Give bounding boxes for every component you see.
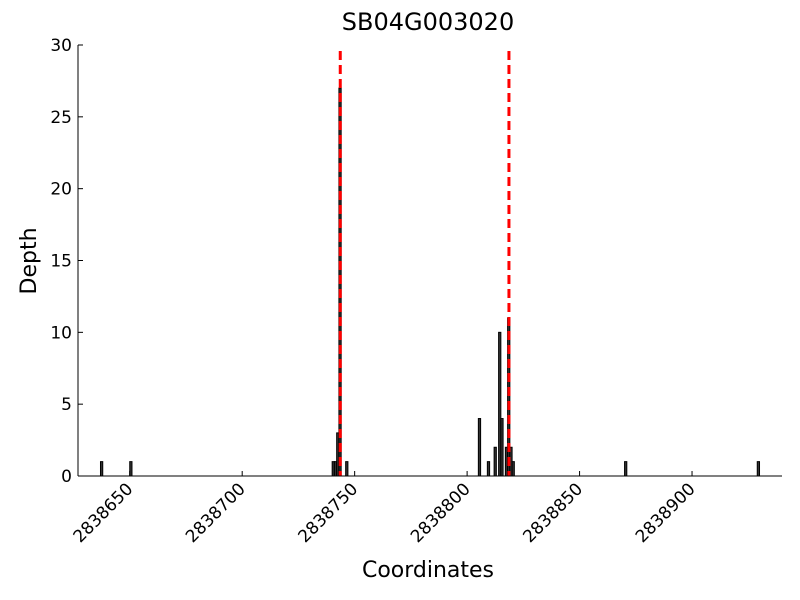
bar xyxy=(756,461,761,477)
x-tick-label: 2838800 xyxy=(407,479,475,547)
bar xyxy=(500,418,504,477)
bar xyxy=(486,461,491,477)
x-tick-label: 2838900 xyxy=(632,479,700,547)
bar xyxy=(477,418,482,477)
x-tick-label: 2838850 xyxy=(519,479,587,547)
x-axis-label: Coordinates xyxy=(362,558,494,583)
x-tick-label: 2838700 xyxy=(182,479,250,547)
bar xyxy=(511,461,515,477)
bar xyxy=(624,461,628,477)
y-axis-label: Depth xyxy=(17,227,42,294)
bar xyxy=(99,461,104,477)
bar xyxy=(345,461,349,477)
bar xyxy=(493,446,497,477)
y-tick-label: 25 xyxy=(50,108,72,128)
y-tick-label: 0 xyxy=(61,467,72,487)
bar xyxy=(129,461,133,477)
y-tick-label: 15 xyxy=(50,252,72,272)
y-tick-label: 20 xyxy=(50,180,72,200)
y-tick-label: 10 xyxy=(50,323,72,343)
x-tick-label: 2838650 xyxy=(70,479,138,547)
x-tick-label: 2838750 xyxy=(295,479,363,547)
chart-title: SB04G003020 xyxy=(342,8,514,36)
y-tick-label: 30 xyxy=(50,36,72,56)
y-tick-label: 5 xyxy=(61,395,72,415)
